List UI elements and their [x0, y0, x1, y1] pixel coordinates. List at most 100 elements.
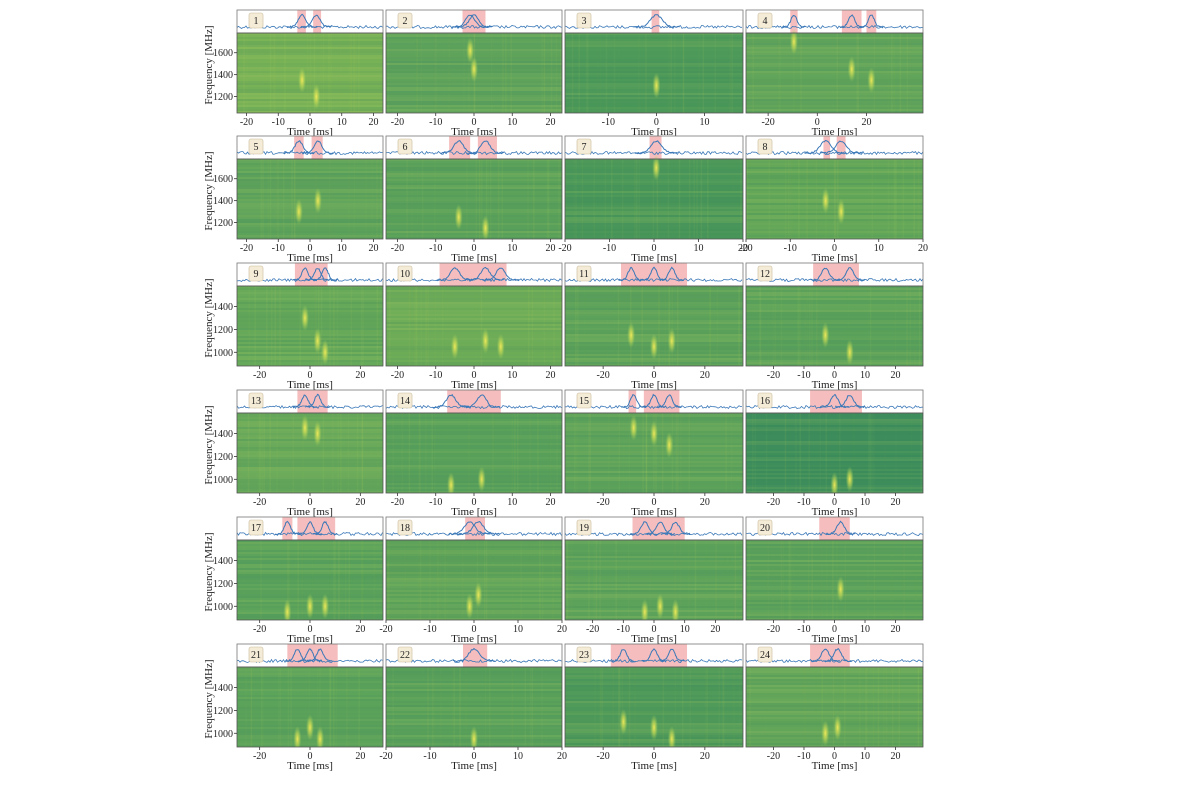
noise-streak	[302, 540, 304, 620]
noise-stripe	[386, 556, 562, 558]
emission	[313, 327, 322, 354]
noise-stripe	[386, 576, 562, 578]
x-label: Time [ms]	[287, 252, 333, 264]
noise-stripe	[237, 487, 383, 489]
x-tick-label: 20	[710, 624, 720, 635]
x-tick-label: 0	[308, 370, 313, 381]
noise-stripe	[746, 443, 923, 445]
noise-streak	[783, 540, 785, 620]
panel-label: 20	[760, 523, 770, 534]
label-box	[576, 392, 592, 409]
noise-streak	[336, 667, 338, 747]
noise-streak	[341, 540, 343, 620]
panel-label: 13	[251, 396, 261, 407]
noise-stripe	[565, 701, 743, 703]
noise-streak	[918, 667, 920, 747]
noise-streak	[541, 667, 543, 747]
noise-streak	[705, 667, 707, 747]
noise-stripe	[746, 207, 923, 209]
noise-streak	[661, 413, 664, 493]
noise-stripe	[386, 316, 562, 318]
noise-stripe	[237, 320, 383, 322]
noise-streak	[373, 540, 375, 620]
profile-pulse	[634, 140, 678, 155]
noise-stripe	[386, 33, 562, 35]
noise-streak	[444, 540, 446, 620]
x-label: Time [ms]	[631, 633, 677, 645]
profile-pulse	[440, 139, 478, 155]
noise-stripe	[746, 358, 923, 360]
label-box	[757, 12, 773, 29]
x-label: Time [ms]	[451, 506, 497, 518]
noise-stripe	[746, 302, 923, 304]
noise-stripe	[746, 49, 923, 51]
highlight	[294, 136, 304, 159]
noise-stripe	[237, 83, 383, 85]
noise-stripe	[386, 209, 562, 211]
noise-stripe	[386, 195, 562, 197]
noise-stripe	[237, 586, 383, 588]
noise-stripe	[386, 415, 562, 417]
noise-stripe	[746, 616, 923, 618]
noise-stripe	[237, 195, 383, 197]
panel-label: 19	[579, 523, 589, 534]
noise-stripe	[746, 360, 923, 362]
x-label: Time [ms]	[451, 379, 497, 391]
noise-streak	[918, 286, 921, 366]
noise-stripe	[237, 69, 383, 71]
noise-stripe	[746, 109, 923, 111]
noise-stripe	[746, 429, 923, 431]
x-tick-label: 20	[368, 117, 378, 128]
waterfall-bg	[386, 286, 562, 366]
noise-stripe	[746, 675, 923, 677]
noise-stripe	[386, 671, 562, 673]
noise-stripe	[386, 578, 562, 580]
profile-pulse	[804, 139, 847, 155]
noise-streak	[392, 667, 395, 747]
noise-streak	[920, 667, 922, 747]
noise-streak	[738, 286, 740, 366]
noise-stripe	[565, 221, 743, 223]
noise-stripe	[565, 743, 743, 745]
noise-stripe	[237, 55, 383, 57]
noise-stripe	[565, 57, 743, 59]
noise-stripe	[237, 294, 383, 296]
emission	[671, 599, 680, 620]
y-label: Frequency [MHz]	[203, 278, 215, 357]
noise-stripe	[746, 350, 923, 352]
noise-stripe	[237, 35, 383, 37]
noise-streak	[673, 159, 675, 239]
noise-streak	[654, 413, 656, 493]
noise-streak	[671, 286, 674, 366]
noise-streak	[388, 286, 391, 366]
label-box	[248, 138, 264, 155]
emission	[652, 72, 661, 99]
x-tick-label: 0	[472, 243, 477, 254]
panel	[237, 136, 383, 239]
x-label: Time [ms]	[287, 506, 333, 518]
noise-stripe	[386, 584, 562, 586]
noise-streak	[417, 159, 419, 239]
noise-streak	[617, 286, 620, 366]
noise-stripe	[746, 159, 923, 161]
noise-streak	[725, 413, 727, 493]
noise-streak	[463, 33, 465, 113]
noise-stripe	[565, 675, 743, 677]
noise-stripe	[746, 449, 923, 451]
profile-pulse	[455, 14, 493, 29]
noise-stripe	[386, 606, 562, 608]
noise-stripe	[386, 616, 562, 618]
x-tick-label: 10	[700, 117, 710, 128]
x-tick-label: -20	[391, 370, 404, 381]
panel	[565, 136, 743, 239]
noise-streak	[293, 159, 296, 239]
noise-streak	[376, 159, 378, 239]
profile-pulse	[839, 14, 864, 29]
noise-stripe	[565, 39, 743, 41]
noise-streak	[715, 540, 717, 620]
profile-bg	[746, 10, 923, 33]
emission	[293, 726, 302, 747]
x-tick-label: 20	[355, 370, 365, 381]
noise-stripe	[746, 594, 923, 596]
panel	[386, 390, 562, 493]
